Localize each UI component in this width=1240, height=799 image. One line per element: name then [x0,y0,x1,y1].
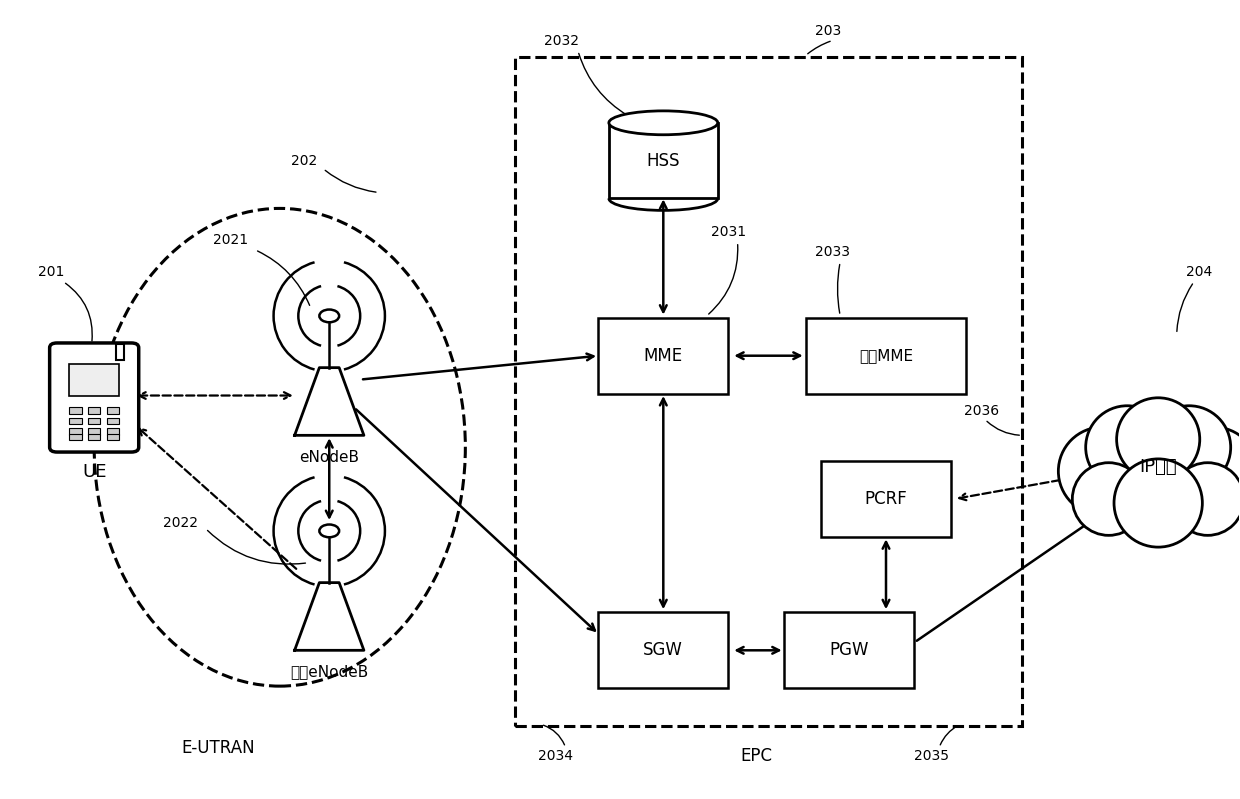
Ellipse shape [1059,427,1147,515]
Text: HSS: HSS [646,152,680,169]
FancyBboxPatch shape [107,418,119,424]
Circle shape [320,524,340,537]
FancyBboxPatch shape [69,434,82,440]
Ellipse shape [1169,427,1240,515]
Ellipse shape [609,111,718,135]
FancyBboxPatch shape [107,428,119,435]
Polygon shape [295,582,363,650]
Text: IP业务: IP业务 [1140,458,1177,476]
FancyBboxPatch shape [107,407,119,414]
Text: MME: MME [644,347,683,364]
FancyBboxPatch shape [88,418,100,424]
FancyBboxPatch shape [609,123,718,198]
FancyBboxPatch shape [88,428,100,435]
FancyBboxPatch shape [117,344,124,360]
Text: PCRF: PCRF [864,490,908,508]
Text: 2036: 2036 [963,404,999,419]
FancyBboxPatch shape [806,318,966,394]
Text: 其它eNodeB: 其它eNodeB [290,665,368,680]
Ellipse shape [1117,398,1200,481]
Text: 202: 202 [291,153,317,168]
Polygon shape [295,368,363,435]
Ellipse shape [1147,406,1230,489]
Text: EPC: EPC [740,747,773,765]
Ellipse shape [1101,422,1215,536]
Text: E-UTRAN: E-UTRAN [181,739,254,757]
FancyBboxPatch shape [69,407,82,414]
Ellipse shape [1086,406,1169,489]
FancyBboxPatch shape [88,434,100,440]
Text: 204: 204 [1185,265,1213,279]
Text: 其它MME: 其它MME [859,348,913,364]
Text: SGW: SGW [644,642,683,659]
Ellipse shape [1114,459,1203,547]
FancyBboxPatch shape [69,428,82,435]
Text: 2031: 2031 [712,225,746,239]
FancyBboxPatch shape [515,57,1022,726]
FancyBboxPatch shape [784,613,914,688]
Circle shape [320,309,340,322]
Text: 203: 203 [815,24,841,38]
FancyBboxPatch shape [69,418,82,424]
FancyBboxPatch shape [599,318,728,394]
Text: 2032: 2032 [544,34,579,48]
Text: 2022: 2022 [164,516,198,530]
Text: PGW: PGW [830,642,869,659]
Text: 2034: 2034 [538,749,573,763]
Ellipse shape [94,209,465,686]
Ellipse shape [1073,463,1145,535]
FancyBboxPatch shape [69,364,119,396]
Ellipse shape [1172,463,1240,535]
Text: 2021: 2021 [213,233,248,247]
FancyBboxPatch shape [599,613,728,688]
Text: eNodeB: eNodeB [299,450,360,465]
Text: 2035: 2035 [914,749,950,763]
Text: UE: UE [82,463,107,481]
FancyBboxPatch shape [50,343,139,452]
FancyBboxPatch shape [821,461,951,537]
FancyBboxPatch shape [88,407,100,414]
Text: 2033: 2033 [816,245,851,259]
Text: 201: 201 [37,265,64,279]
FancyBboxPatch shape [107,434,119,440]
